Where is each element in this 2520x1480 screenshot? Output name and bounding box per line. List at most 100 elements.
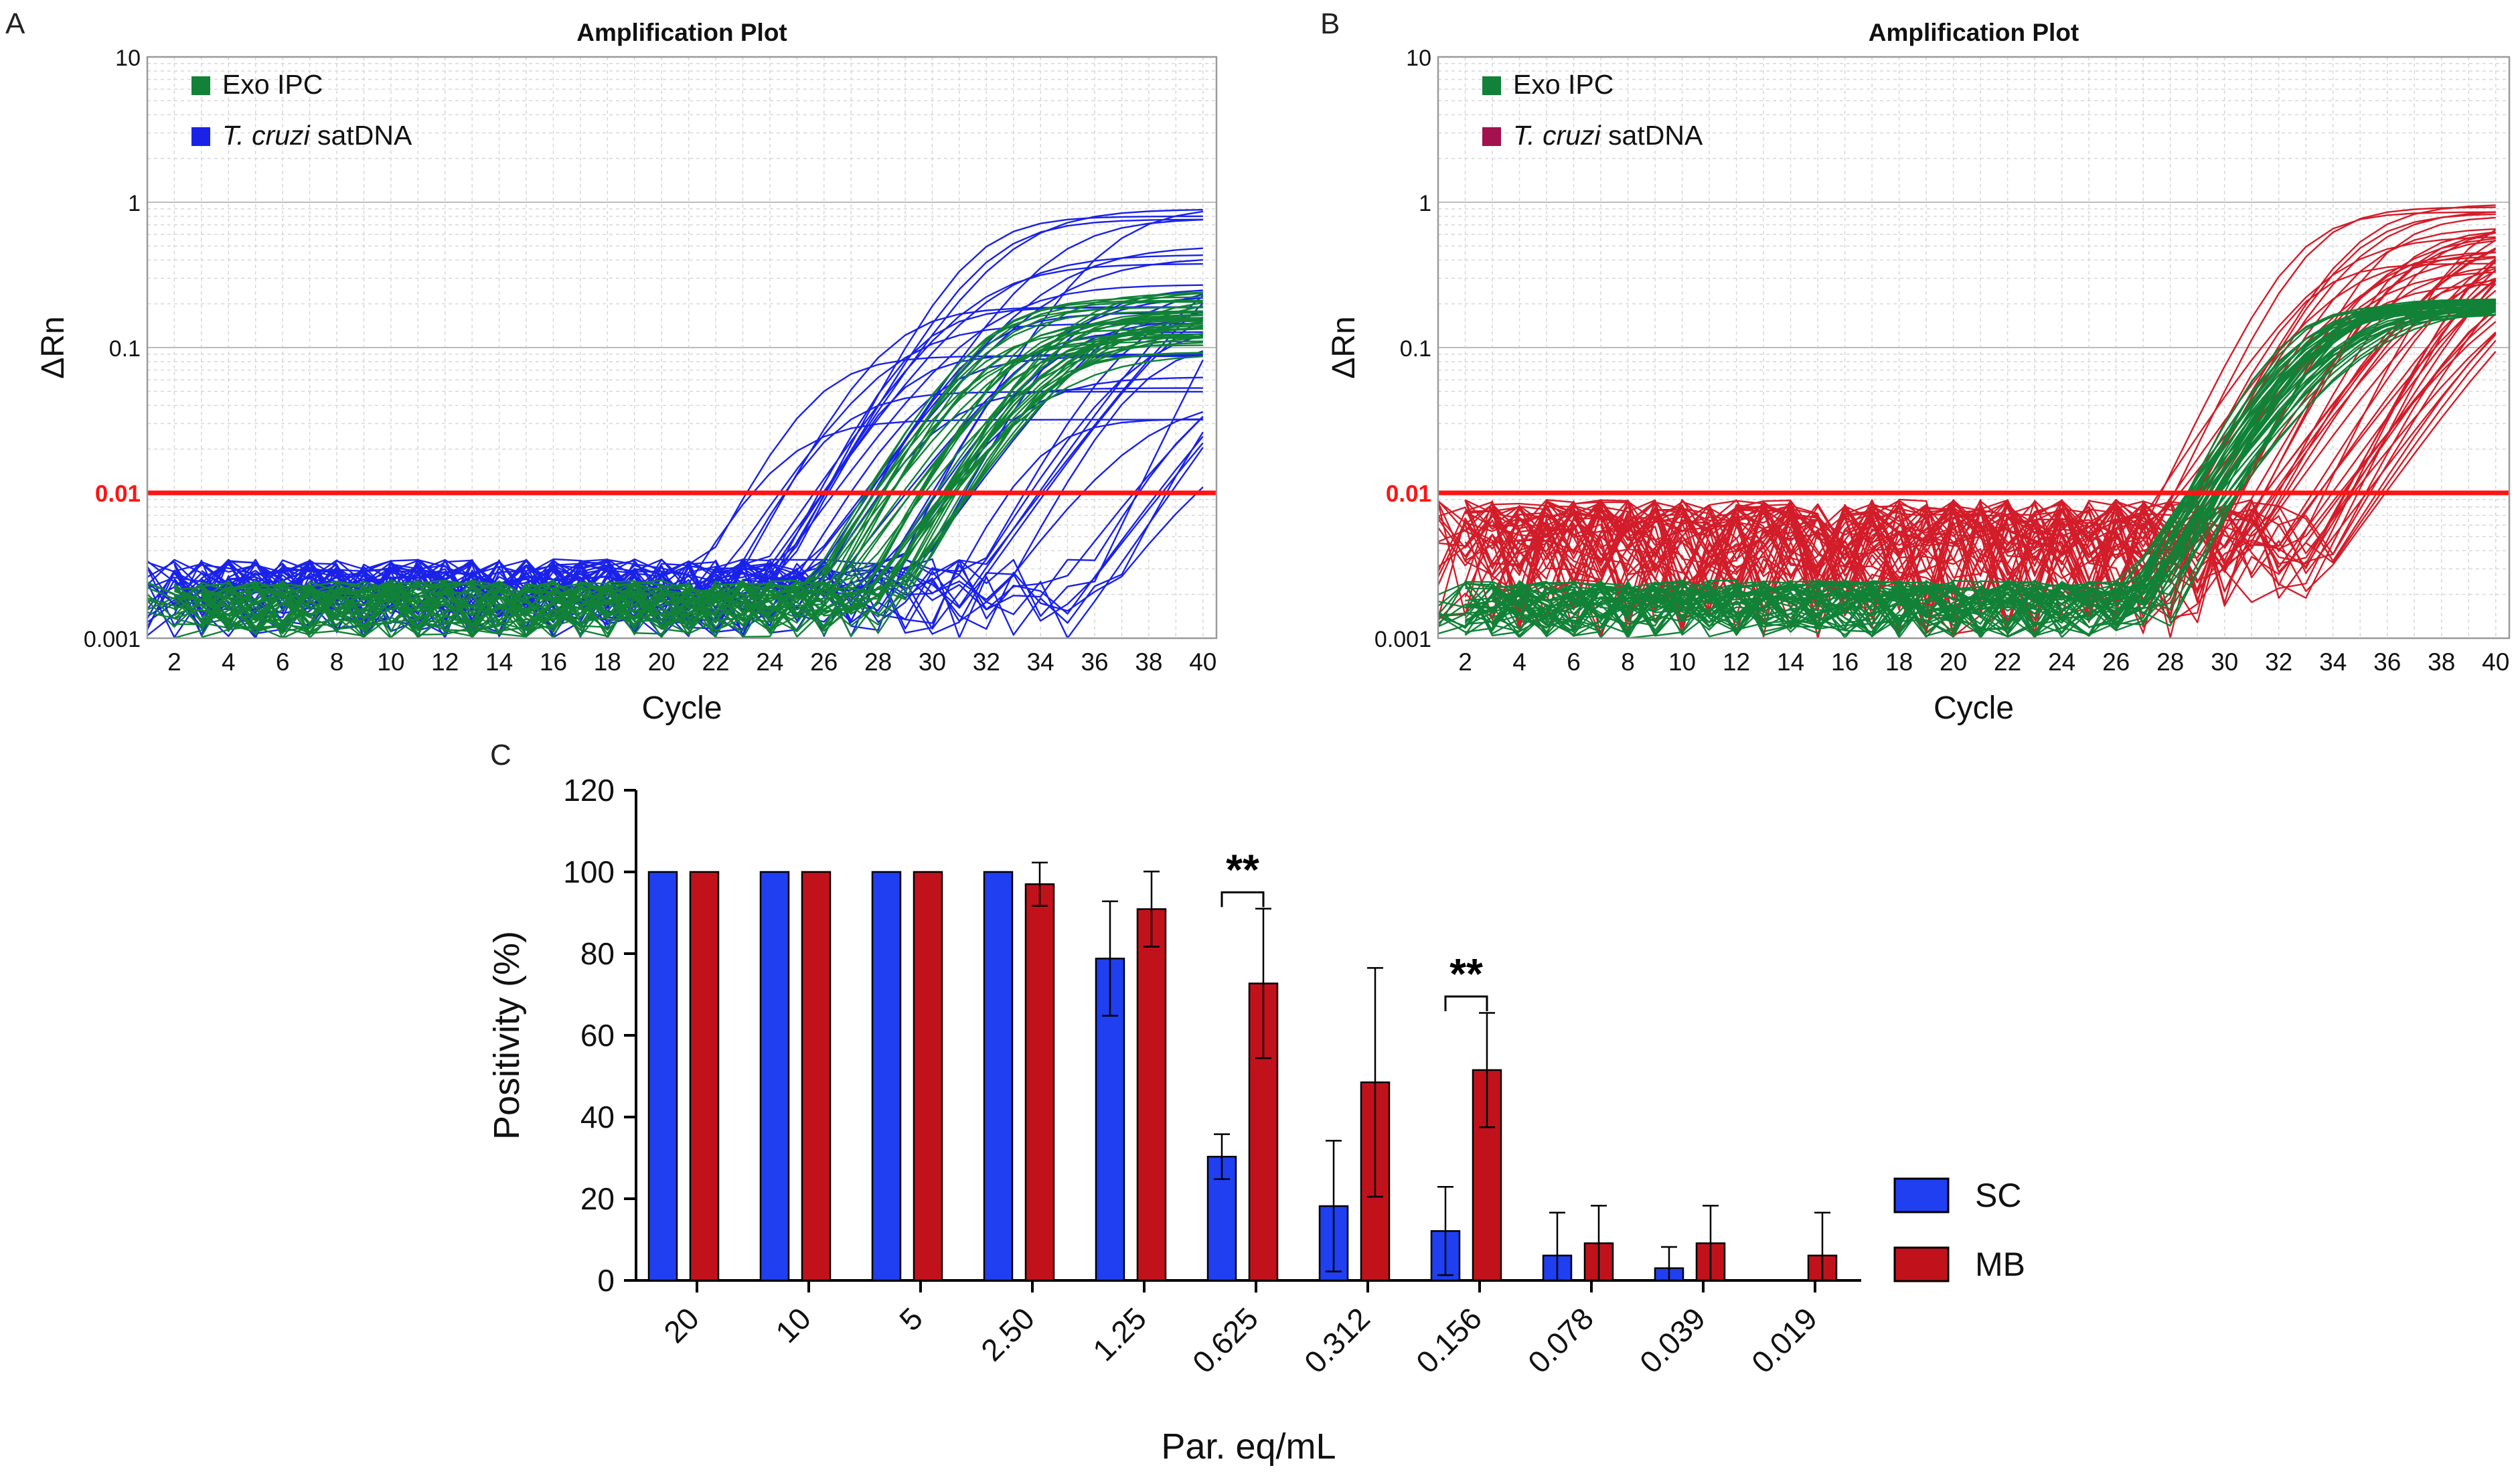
amplification-curve bbox=[174, 284, 1203, 638]
x-tick-label: 8 bbox=[1621, 648, 1635, 676]
x-tick-label: 32 bbox=[973, 648, 1000, 676]
amplification-curve bbox=[201, 318, 1203, 638]
x-tick-label: 18 bbox=[1885, 648, 1913, 676]
legend-label: Exo IPC bbox=[1513, 69, 1613, 100]
amplification-curve bbox=[201, 306, 1203, 627]
amplification-curve bbox=[1437, 261, 2497, 611]
amplification-curve bbox=[1464, 236, 2496, 633]
x-tick-label: 36 bbox=[1081, 648, 1108, 676]
threshold-label: 0.01 bbox=[1386, 481, 1431, 507]
significance-label: ** bbox=[1226, 846, 1259, 894]
legend-label-italic: T. cruzi bbox=[222, 120, 311, 151]
x-axis-label: Cycle bbox=[1934, 690, 2014, 726]
amplification-curve bbox=[174, 306, 1203, 638]
amplification-curve bbox=[1437, 231, 2497, 632]
significance-bracket bbox=[1220, 891, 1265, 907]
legend-label: SC bbox=[1975, 1177, 2021, 1214]
x-tick-label: 26 bbox=[810, 648, 838, 676]
amplification-curve bbox=[1465, 302, 2496, 628]
x-tick-label: 40 bbox=[1189, 648, 1216, 676]
bar-mb bbox=[913, 871, 943, 1282]
x-tick-label: 12 bbox=[1723, 648, 1750, 676]
x-axis-label: Par. eq/mL bbox=[1161, 1426, 1336, 1467]
y-tick-label: 120 bbox=[563, 773, 615, 808]
y-tick-label: 0.1 bbox=[109, 336, 141, 362]
x-tick-label: 34 bbox=[1027, 648, 1054, 676]
amplification-curve bbox=[1492, 311, 2496, 637]
x-tick-label: 38 bbox=[1135, 648, 1162, 676]
x-tick-label: 2 bbox=[167, 648, 181, 676]
x-tick-label: 6 bbox=[1567, 648, 1581, 676]
chart-title: Amplification Plot bbox=[576, 19, 787, 46]
x-tick-label: 14 bbox=[1777, 648, 1804, 676]
plot-frame bbox=[146, 56, 1218, 640]
legend-label-text: Exo IPC bbox=[1513, 69, 1613, 100]
x-tick-label: 14 bbox=[485, 648, 513, 676]
bar-mb bbox=[1024, 883, 1055, 1282]
amplification-curve bbox=[173, 356, 1203, 636]
significance-bracket bbox=[1444, 995, 1488, 1012]
x-tick-label: 30 bbox=[919, 648, 946, 676]
x-tick-label: 8 bbox=[330, 648, 344, 676]
legend-label: T. cruzi satDNA bbox=[222, 120, 412, 151]
x-tick-label: 36 bbox=[2373, 648, 2401, 676]
x-tick-label: 4 bbox=[1512, 648, 1526, 676]
amplification-curve bbox=[1437, 256, 2496, 619]
legend-swatch bbox=[191, 76, 210, 95]
legend-label-text: satDNA bbox=[1601, 120, 1703, 151]
x-tick-label: 28 bbox=[2156, 648, 2184, 676]
y-tick-label: 40 bbox=[580, 1100, 615, 1134]
plot-frame bbox=[1437, 56, 2511, 640]
bar-mb bbox=[689, 871, 720, 1282]
amplification-curve bbox=[174, 352, 1203, 636]
y-tick-label: 10 bbox=[1406, 46, 1431, 71]
y-tick-label: 20 bbox=[580, 1181, 615, 1216]
x-tick-label: 32 bbox=[2265, 648, 2292, 676]
y-tick-label: 10 bbox=[115, 46, 141, 71]
legend-swatch bbox=[1893, 1246, 1950, 1282]
x-tick-label: 26 bbox=[2102, 648, 2130, 676]
x-tick-label: 24 bbox=[756, 648, 783, 676]
panel-label-a: A bbox=[5, 7, 25, 40]
x-tick-label: 16 bbox=[1831, 648, 1859, 676]
y-tick-label: 0.001 bbox=[1374, 627, 1431, 652]
x-tick-label: 10 bbox=[1668, 648, 1696, 676]
bar-sc bbox=[871, 871, 902, 1282]
amplification-curve bbox=[1465, 307, 2496, 638]
y-tick-label: 0.001 bbox=[84, 627, 141, 652]
bar-mb bbox=[1136, 908, 1167, 1282]
x-tick-label: 10 bbox=[377, 648, 404, 676]
amplification-curve bbox=[1491, 340, 2497, 623]
x-tick-label: 4 bbox=[222, 648, 236, 676]
amplification-curve bbox=[1492, 301, 2496, 636]
x-tick-label: 38 bbox=[2428, 648, 2455, 676]
x-tick-label: 20 bbox=[1940, 648, 1967, 676]
legend-label-text: Exo IPC bbox=[222, 69, 323, 100]
x-tick-label: 22 bbox=[702, 648, 729, 676]
x-tick-label: 28 bbox=[864, 648, 892, 676]
significance-label: ** bbox=[1449, 950, 1483, 998]
bar-sc bbox=[983, 871, 1014, 1282]
y-axis-label: Positivity (%) bbox=[487, 931, 527, 1140]
bar-sc bbox=[759, 871, 790, 1282]
x-tick-label: 34 bbox=[2319, 648, 2347, 676]
y-tick-label: 100 bbox=[563, 855, 615, 889]
panel-label-c: C bbox=[490, 739, 511, 771]
x-tick-label: 40 bbox=[2482, 648, 2509, 676]
y-tick-label: 80 bbox=[580, 936, 615, 971]
legend-swatch bbox=[1893, 1177, 1950, 1213]
amplification-curve bbox=[1464, 332, 2497, 632]
legend-label: MB bbox=[1975, 1246, 2025, 1283]
amplification-curve bbox=[1492, 309, 2497, 632]
bar-sc bbox=[647, 871, 678, 1282]
x-tick-label: 24 bbox=[2048, 648, 2075, 676]
x-tick-label: 16 bbox=[540, 648, 567, 676]
y-tick-label: 0.1 bbox=[1400, 336, 1431, 362]
panel-label-b: B bbox=[1320, 7, 1340, 40]
amplification-curve bbox=[173, 337, 1203, 639]
amplification-curve bbox=[173, 327, 1203, 638]
amplification-curve bbox=[1437, 303, 2496, 623]
